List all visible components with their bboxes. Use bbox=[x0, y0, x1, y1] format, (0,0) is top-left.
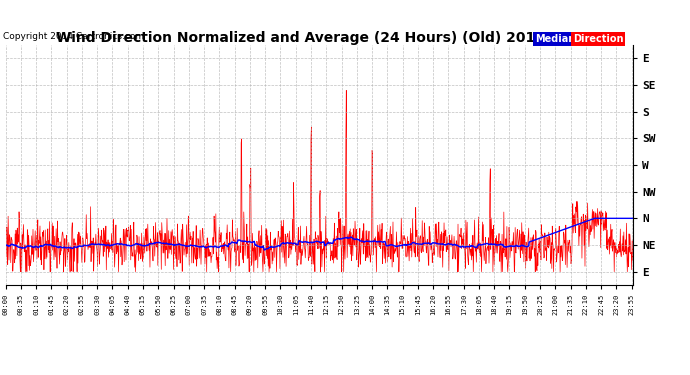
Text: Copyright 2014 Cartronics.com: Copyright 2014 Cartronics.com bbox=[3, 32, 145, 41]
Title: Wind Direction Normalized and Average (24 Hours) (Old) 20140323: Wind Direction Normalized and Average (2… bbox=[56, 31, 583, 45]
Text: Direction: Direction bbox=[573, 34, 624, 44]
Text: Median: Median bbox=[535, 34, 575, 44]
